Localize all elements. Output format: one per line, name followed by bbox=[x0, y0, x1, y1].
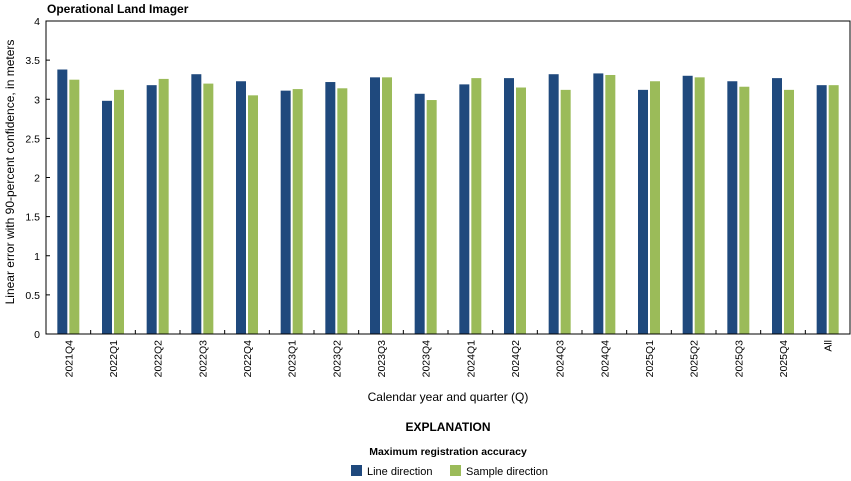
bar-line-direction bbox=[816, 85, 827, 334]
y-tick-label: 1 bbox=[34, 251, 40, 263]
x-tick-label: 2023Q3 bbox=[376, 340, 388, 378]
bar-sample-direction bbox=[203, 83, 214, 334]
bar-line-direction bbox=[727, 81, 738, 334]
x-tick-label: 2025Q3 bbox=[733, 340, 745, 378]
legend-swatch-line-direction bbox=[351, 465, 362, 476]
x-tick-label: 2022Q4 bbox=[242, 340, 254, 378]
x-tick-label: 2021Q4 bbox=[63, 340, 75, 378]
legend: Line direction Sample direction bbox=[351, 465, 548, 478]
legend-label-sample-direction: Sample direction bbox=[466, 466, 548, 478]
bar-line-direction bbox=[593, 73, 604, 335]
legend-swatch-sample-direction bbox=[450, 465, 461, 476]
bar-sample-direction bbox=[694, 77, 705, 334]
bar-line-direction bbox=[280, 90, 291, 334]
bar-sample-direction bbox=[784, 89, 794, 334]
bar-line-direction bbox=[370, 77, 380, 334]
bar-sample-direction bbox=[739, 86, 750, 334]
bars bbox=[57, 69, 839, 335]
bar-sample-direction bbox=[158, 78, 169, 334]
bar-line-direction bbox=[191, 74, 202, 335]
bar-sample-direction bbox=[114, 89, 124, 334]
x-tick-label: 2023Q2 bbox=[331, 340, 343, 378]
y-tick-label: 0 bbox=[34, 329, 40, 341]
y-axis: 0 0.5 1 1.5 2 2.5 3 3.5 4 bbox=[25, 16, 50, 341]
bar-sample-direction bbox=[828, 85, 839, 334]
bar-line-direction bbox=[504, 78, 514, 334]
x-axis-title: Calendar year and quarter (Q) bbox=[368, 390, 529, 404]
explanation-title: EXPLANATION bbox=[405, 420, 490, 434]
x-tick-label: 2024Q3 bbox=[555, 340, 567, 378]
bar-line-direction bbox=[236, 81, 246, 334]
x-tick-label: 2025Q2 bbox=[689, 340, 701, 378]
x-tick-label: 2023Q4 bbox=[421, 340, 433, 378]
y-tick-label: 0.5 bbox=[25, 290, 40, 302]
y-tick-label: 1.5 bbox=[25, 212, 40, 224]
bar-sample-direction bbox=[650, 81, 660, 334]
x-tick-label: 2022Q1 bbox=[108, 340, 120, 378]
bar-sample-direction bbox=[337, 88, 348, 334]
bar-sample-direction bbox=[471, 78, 482, 334]
bar-sample-direction bbox=[382, 77, 392, 334]
plot-frame bbox=[45, 20, 851, 335]
y-tick-label: 2 bbox=[34, 173, 40, 185]
chart-title: Operational Land Imager bbox=[47, 2, 189, 16]
y-tick-label: 3.5 bbox=[25, 55, 40, 67]
bar-sample-direction bbox=[248, 95, 258, 335]
bar-line-direction bbox=[414, 93, 425, 335]
bar-sample-direction bbox=[292, 89, 303, 334]
x-axis: 2021Q4 2022Q1 2022Q2 2022Q3 2022Q4 2023Q1 2023… bbox=[63, 330, 835, 378]
x-tick-label: 2022Q2 bbox=[153, 340, 165, 378]
bar-line-direction bbox=[682, 75, 693, 335]
x-tick-label: 2024Q2 bbox=[510, 340, 522, 378]
bar-line-direction bbox=[772, 78, 782, 334]
legend-label-line-direction: Line direction bbox=[367, 466, 432, 478]
y-tick-label: 4 bbox=[34, 16, 40, 28]
bar-sample-direction bbox=[516, 87, 526, 334]
y-tick-label: 3 bbox=[34, 94, 40, 106]
bar-line-direction bbox=[146, 85, 157, 334]
bar-sample-direction bbox=[426, 100, 437, 334]
y-axis-title: Linear error with 90-percent confidence,… bbox=[3, 40, 17, 305]
x-tick-label: 2023Q1 bbox=[287, 340, 299, 378]
bar-line-direction bbox=[548, 74, 559, 335]
x-tick-label: 2025Q4 bbox=[778, 340, 790, 378]
x-tick-label: All bbox=[823, 340, 835, 352]
x-tick-label: 2024Q1 bbox=[465, 340, 477, 378]
x-tick-label: 2022Q3 bbox=[197, 340, 209, 378]
y-tick-label: 2.5 bbox=[25, 133, 40, 145]
bar-sample-direction bbox=[605, 74, 616, 335]
bar-line-direction bbox=[102, 100, 112, 334]
bar-line-direction bbox=[638, 89, 648, 334]
x-tick-label: 2025Q1 bbox=[644, 340, 656, 378]
bar-line-direction bbox=[57, 69, 68, 334]
x-tick-label: 2024Q4 bbox=[599, 340, 611, 378]
bar-line-direction bbox=[459, 84, 470, 334]
bar-sample-direction bbox=[69, 79, 80, 334]
bar-sample-direction bbox=[560, 89, 571, 334]
explanation-subtitle: Maximum registration accuracy bbox=[369, 446, 527, 458]
bar-line-direction bbox=[325, 82, 336, 334]
